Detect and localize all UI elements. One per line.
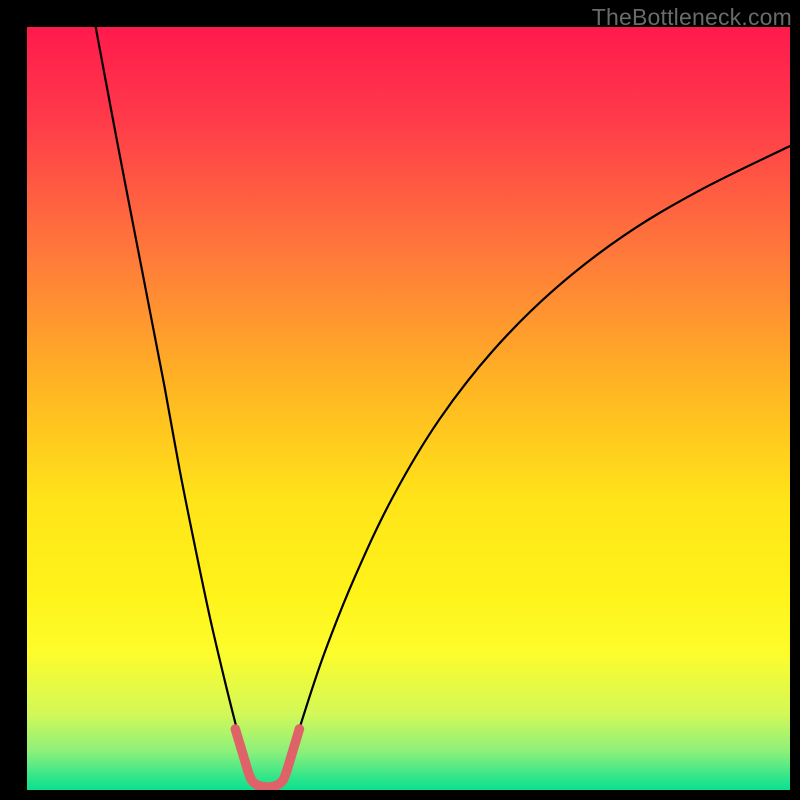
plot-background-gradient	[27, 27, 790, 790]
watermark-text: TheBottleneck.com	[592, 4, 792, 31]
chart-container: TheBottleneck.com	[0, 0, 800, 800]
bottleneck-chart	[0, 0, 800, 800]
